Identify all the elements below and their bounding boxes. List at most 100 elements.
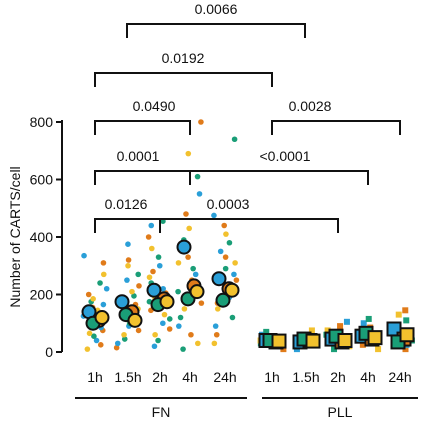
y-tick-label-400: 400	[30, 229, 54, 245]
point	[337, 323, 344, 330]
point	[160, 285, 166, 292]
point	[100, 260, 107, 266]
replicate-mean	[224, 282, 240, 298]
x-tick-label: 1.5h	[114, 369, 141, 385]
point	[403, 317, 410, 324]
point	[125, 241, 131, 247]
replicate-mean	[399, 327, 415, 343]
bracket-5	[189, 170, 369, 185]
point	[160, 320, 166, 327]
x-tick-label: 1h	[87, 369, 103, 385]
p-value-label: 0.0003	[207, 196, 250, 212]
point	[186, 225, 192, 232]
replicate-mean	[127, 312, 143, 328]
point	[180, 346, 186, 352]
point	[375, 346, 382, 353]
p-value-label: 0.0001	[117, 148, 160, 164]
point	[212, 323, 219, 329]
point	[177, 314, 184, 321]
y-axis-label: Number of CARTS/cell	[7, 166, 23, 307]
point	[146, 274, 153, 281]
point	[175, 288, 181, 295]
point	[155, 254, 162, 260]
point	[222, 254, 229, 260]
point	[196, 191, 203, 197]
bracket-3	[271, 120, 401, 135]
point	[217, 248, 224, 255]
x-tick-label: 24h	[388, 369, 411, 385]
replicate-mean	[114, 294, 130, 310]
point	[360, 320, 367, 327]
point	[190, 265, 196, 272]
point	[152, 331, 158, 338]
point	[198, 300, 205, 306]
point	[198, 119, 204, 125]
point	[135, 271, 142, 278]
point	[231, 136, 238, 143]
point	[195, 340, 201, 347]
replicate-mean	[94, 310, 110, 325]
point	[185, 150, 192, 157]
x-tick-label: 2h	[330, 369, 346, 385]
point	[84, 346, 91, 352]
point	[156, 262, 163, 269]
point	[136, 283, 142, 289]
point	[324, 327, 331, 334]
point	[97, 280, 103, 286]
point	[81, 252, 87, 259]
point	[135, 327, 142, 334]
y-tick-label-800: 800	[30, 114, 54, 130]
data-points	[80, 119, 415, 353]
point	[148, 222, 155, 229]
bracket-4	[94, 170, 191, 185]
bracket-0	[126, 23, 306, 38]
point	[402, 346, 409, 353]
x-tick-label: 24h	[213, 369, 236, 385]
group-label-fn: FN	[152, 404, 171, 420]
point	[90, 296, 96, 302]
p-value-label: 0.0066	[195, 1, 238, 17]
point	[359, 341, 366, 348]
x-tick-label: 4h	[360, 369, 376, 385]
point	[181, 306, 188, 312]
point	[188, 331, 194, 338]
point	[229, 314, 236, 321]
point	[124, 277, 130, 283]
point	[343, 318, 350, 325]
point	[86, 330, 93, 337]
point	[395, 311, 402, 318]
point	[93, 337, 100, 344]
point	[103, 285, 110, 292]
axes: 0 200 400 600 800	[30, 114, 63, 360]
y-tick-label-200: 200	[30, 287, 54, 303]
replicate-mean	[159, 294, 175, 310]
point	[91, 333, 97, 339]
point	[175, 260, 182, 266]
point	[100, 301, 107, 308]
point	[213, 331, 220, 338]
point	[263, 328, 270, 335]
point	[221, 222, 227, 229]
point	[402, 307, 409, 314]
point	[214, 306, 221, 312]
point	[121, 331, 127, 338]
point	[85, 291, 92, 298]
point	[166, 316, 173, 322]
x-tick-label: 2h	[152, 369, 168, 385]
p-value-label: 0.0192	[162, 50, 205, 66]
replicate-mean	[176, 239, 192, 255]
point	[176, 323, 182, 329]
p-value-label: 0.0126	[105, 196, 148, 212]
point	[331, 346, 338, 353]
axis-labels: Number of CARTS/cell 1h 1.5h 2h 4h 24h 1h 1.5h 2…	[7, 166, 418, 420]
replicate-mean	[146, 282, 162, 298]
replicate-mean	[189, 284, 205, 300]
point	[233, 277, 240, 283]
x-tick-label: 1.5h	[292, 369, 319, 385]
point	[149, 245, 155, 252]
replicate-mean	[337, 333, 353, 348]
bracket-7	[159, 218, 339, 233]
point	[113, 344, 120, 351]
replicate-mean	[367, 330, 383, 346]
